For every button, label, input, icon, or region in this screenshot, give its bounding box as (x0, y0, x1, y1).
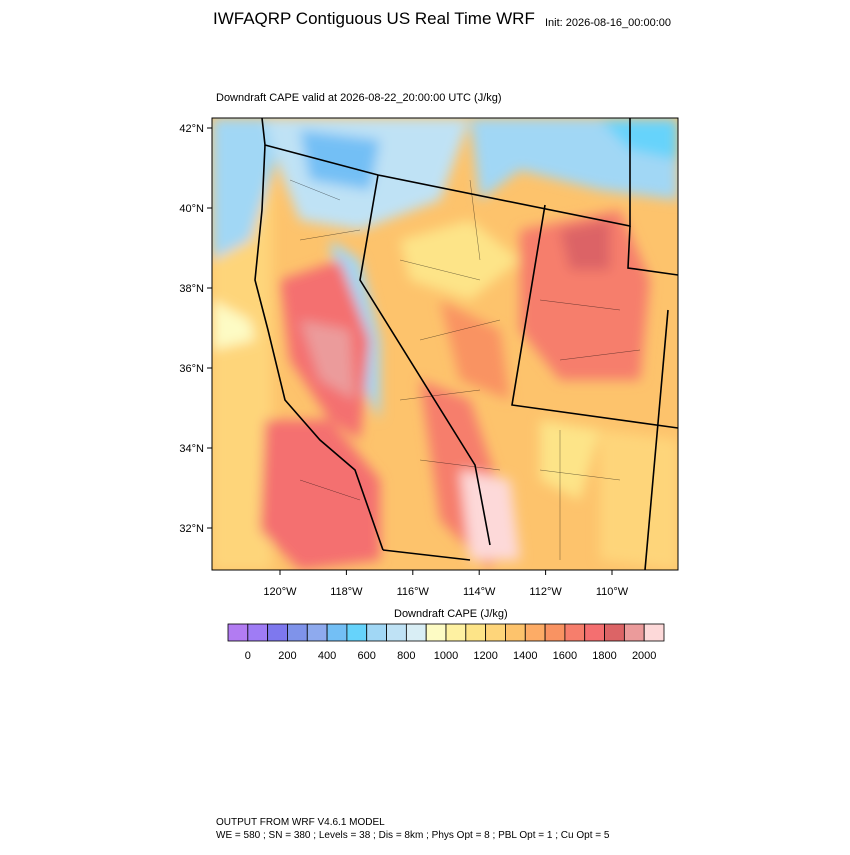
colorbar-swatch (485, 623, 506, 642)
title: IWFAQRP Contiguous US Real Time WRF (213, 9, 535, 28)
init-label: Init: 2026-08-16_00:00:00 (545, 17, 671, 29)
colorbar-swatch (405, 623, 427, 642)
colorbar-swatch (544, 623, 566, 642)
colorbar-tick-label: 0 (245, 650, 251, 662)
lat-tick-label: 36°N (179, 363, 204, 375)
colorbar-swatch (326, 623, 348, 642)
lat-tick-label: 42°N (179, 123, 204, 135)
colorbar-swatch (306, 623, 328, 642)
colorbar-swatch (643, 623, 665, 642)
colorbar-swatch (227, 623, 249, 642)
colorbar-swatch (465, 623, 487, 642)
colorbar-tick-label: 1600 (553, 650, 577, 662)
colorbar-tick-label: 200 (278, 650, 296, 662)
lat-tick-label: 32°N (179, 523, 204, 535)
colorbar-tick-label: 2000 (632, 650, 656, 662)
colorbar-tick-label: 400 (318, 650, 336, 662)
colorbar-swatch (386, 623, 407, 642)
lat-tick-label: 40°N (179, 203, 204, 215)
footer-line: OUTPUT FROM WRF V4.6.1 MODEL (216, 817, 385, 828)
colorbar-swatch (346, 623, 368, 642)
colorbar-tick-label: 600 (358, 650, 376, 662)
colorbar-swatch (564, 623, 586, 642)
colorbar-swatch (505, 623, 526, 642)
colorbar-title: Downdraft CAPE (J/kg) (394, 608, 508, 620)
colorbar-swatch (425, 623, 447, 642)
lon-tick-label: 116°W (397, 586, 430, 598)
lon-tick-label: 110°W (596, 586, 629, 598)
colorbar-tick-label: 800 (397, 650, 415, 662)
lat-tick-label: 34°N (179, 443, 204, 455)
colorbar-tick-label: 1400 (513, 650, 537, 662)
lat-tick-label: 38°N (179, 283, 204, 295)
colorbar-swatch (445, 623, 467, 642)
map-field (212, 118, 678, 570)
colorbar-swatch (366, 623, 387, 642)
colorbar-tick-label: 1000 (434, 650, 458, 662)
subtitle: Downdraft CAPE valid at 2026-08-22_20:00… (216, 92, 502, 104)
colorbar-swatch (267, 623, 288, 642)
lon-tick-label: 118°W (330, 586, 363, 598)
colorbar-tick-label: 1200 (473, 650, 497, 662)
colorbar-swatch (604, 623, 625, 642)
footer-line: WE = 580 ; SN = 380 ; Levels = 38 ; Dis … (216, 830, 610, 841)
lon-tick-label: 112°W (529, 586, 562, 598)
colorbar-swatch (247, 623, 269, 642)
lon-tick-label: 120°W (263, 586, 297, 598)
colorbar-swatch (584, 623, 605, 642)
colorbar-swatch (623, 623, 645, 642)
map-frame (211, 117, 679, 571)
lon-tick-label: 114°W (463, 586, 496, 598)
colorbar-tick-label: 1800 (592, 650, 616, 662)
colorbar-swatch (287, 623, 308, 642)
colorbar-swatch (524, 623, 546, 642)
